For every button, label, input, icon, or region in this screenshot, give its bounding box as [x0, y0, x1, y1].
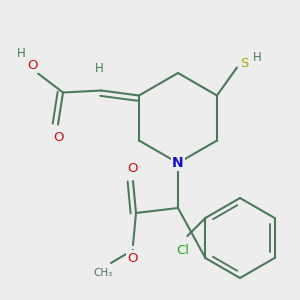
Text: H: H [253, 51, 261, 64]
Text: S: S [240, 57, 248, 70]
Text: Cl: Cl [176, 244, 189, 256]
Text: H: H [95, 62, 103, 75]
Text: CH₃: CH₃ [93, 268, 112, 278]
Text: O: O [128, 251, 138, 265]
Text: H: H [17, 47, 26, 60]
Text: N: N [172, 156, 184, 170]
Text: O: O [53, 131, 63, 144]
Text: O: O [128, 161, 138, 175]
Text: O: O [27, 59, 37, 72]
